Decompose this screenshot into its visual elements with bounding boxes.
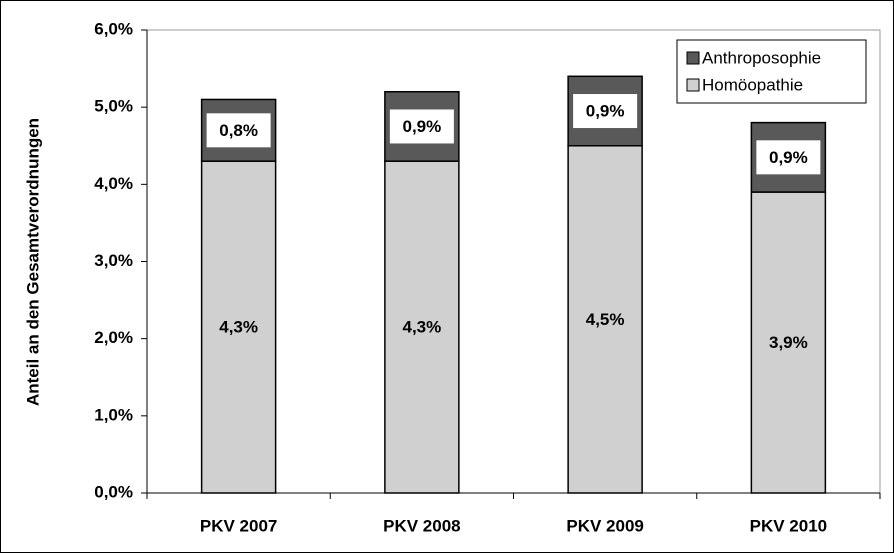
y-tick-label: 3,0% <box>94 251 133 270</box>
x-tick-label: PKV 2010 <box>750 516 828 535</box>
value-label: 0,9% <box>586 102 625 121</box>
bar-segment <box>200 160 277 494</box>
value-label: 4,3% <box>219 318 258 337</box>
y-tick-label: 4,0% <box>94 174 133 193</box>
y-tick-label: 1,0% <box>94 405 133 424</box>
bar-segment <box>750 191 827 494</box>
y-tick-label: 5,0% <box>94 97 133 116</box>
legend-swatch <box>686 78 700 92</box>
value-label-box <box>756 140 821 175</box>
legend-label: Anthroposophie <box>702 48 821 67</box>
legend-box <box>676 39 867 104</box>
legend-label: Homöopathie <box>702 75 803 94</box>
y-tick-label: 0,0% <box>94 482 133 501</box>
value-label: 4,5% <box>586 310 625 329</box>
value-label: 0,8% <box>219 121 258 140</box>
value-label: 4,3% <box>403 318 442 337</box>
value-label-box <box>573 94 638 129</box>
y-tick-label: 2,0% <box>94 328 133 347</box>
x-tick-label: PKV 2007 <box>200 516 278 535</box>
bar-segment <box>384 160 460 494</box>
legend-swatch <box>686 51 700 65</box>
value-label-box <box>389 109 454 144</box>
x-tick-label: PKV 2008 <box>383 516 461 535</box>
value-label: 3,9% <box>769 333 808 352</box>
y-tick-label: 6,0% <box>94 19 133 38</box>
value-label: 0,9% <box>769 148 808 167</box>
x-tick-label: PKV 2009 <box>566 516 644 535</box>
y-axis-label: Anteil an den Gesamtverordnungen <box>23 118 42 406</box>
value-label: 0,9% <box>403 117 442 136</box>
value-label-box <box>206 113 271 148</box>
